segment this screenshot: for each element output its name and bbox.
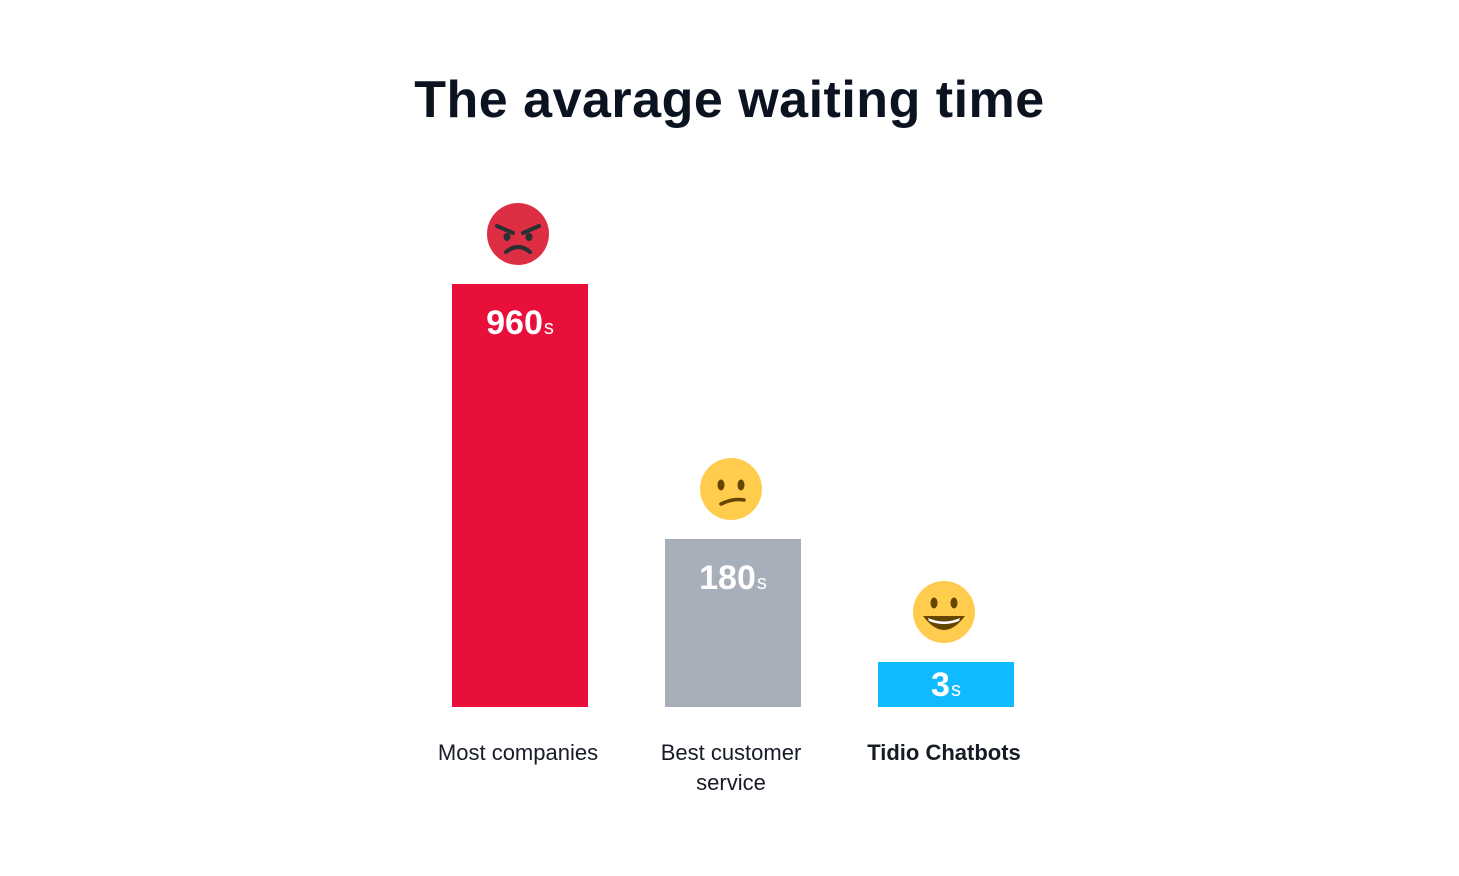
bar [878, 662, 1014, 707]
bar-value-label: 960s [486, 304, 554, 342]
category-label: Tidio Chatbots [867, 740, 1021, 765]
confused-face-icon [700, 458, 762, 520]
bar [452, 284, 588, 707]
category-label: service [696, 770, 766, 795]
grinning-face-icon [913, 581, 975, 643]
angry-face-icon [487, 203, 549, 265]
category-label: Most companies [438, 740, 598, 765]
bar [665, 539, 801, 707]
chart-title: The avarage waiting time [414, 71, 1045, 129]
category-label: Best customer [661, 740, 802, 765]
bar-value-label: 180s [699, 559, 767, 597]
bar-value-label: 3s [931, 666, 961, 704]
